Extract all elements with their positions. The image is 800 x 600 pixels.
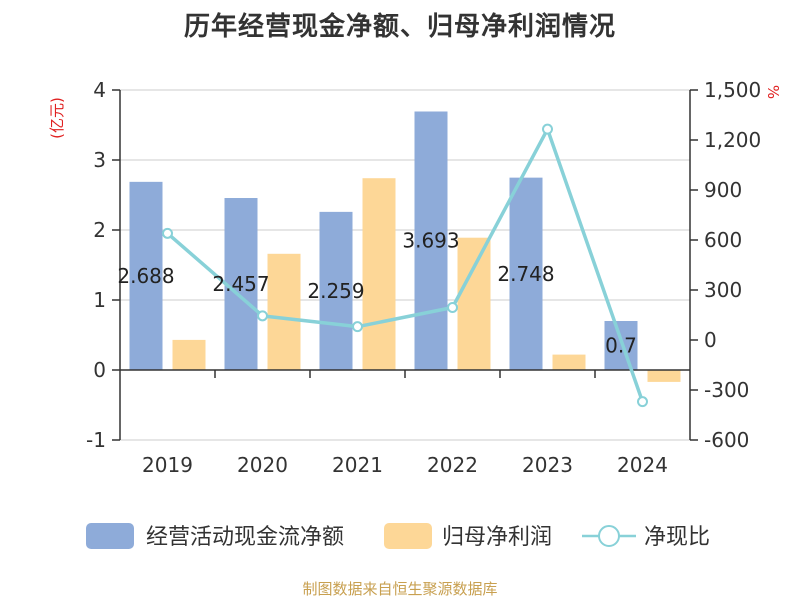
chart-title: 历年经营现金净额、归母净利润情况 <box>183 12 616 42</box>
cashflow-value-label: 2.748 <box>497 262 554 286</box>
left-axis-unit: (亿元) <box>48 97 66 139</box>
x-tick-label: 2023 <box>522 453 573 477</box>
source-note: 制图数据来自恒生聚源数据库 <box>302 580 498 598</box>
legend-swatch-ratio-marker <box>598 525 620 547</box>
ratio-point <box>352 321 363 333</box>
ratio-point <box>162 227 173 239</box>
legend-label-net-profit: 归母净利润 <box>442 525 552 550</box>
right-tick-label: 900 <box>704 178 742 202</box>
bar-net-profit <box>457 237 491 370</box>
bar-cashflow <box>224 198 258 370</box>
right-tick-label: 1,500 <box>704 78 761 102</box>
x-tick-label: 2024 <box>617 453 668 477</box>
cashflow-value-label: 2.259 <box>307 279 364 303</box>
ratio-point <box>637 396 648 408</box>
bar-cashflow <box>604 321 638 370</box>
bar-cashflow <box>414 111 448 371</box>
data-labels: 2.688 2.457 2.259 3.693 2.748 0.7 <box>117 229 637 358</box>
bar-net-profit <box>172 339 206 370</box>
cashflow-value-label: 3.693 <box>402 229 459 253</box>
x-tick-label: 2021 <box>332 453 383 477</box>
left-tick-label: 0 <box>93 358 106 382</box>
ratio-line-path <box>166 127 645 403</box>
cashflow-value-label: 0.7 <box>605 334 637 358</box>
ratio-point <box>542 123 553 135</box>
axes: -1 0 1 2 3 4 -600 -300 0 300 600 900 1,200 1,500 2019 2… <box>48 78 782 477</box>
bar-net-profit <box>267 253 301 370</box>
bar-net-profit <box>362 178 396 370</box>
cashflow-value-label: 2.688 <box>117 264 174 288</box>
bar-cashflow <box>129 181 163 370</box>
x-tick-label: 2020 <box>237 453 288 477</box>
right-tick-label: 1,200 <box>704 128 761 152</box>
ratio-point <box>447 302 458 313</box>
bars <box>129 111 681 382</box>
legend-label-cashflow: 经营活动现金流净额 <box>146 525 344 550</box>
ratio-point <box>257 310 268 322</box>
left-tick-label: 1 <box>93 288 106 312</box>
bar-cashflow <box>319 211 353 370</box>
left-tick-label: 3 <box>93 148 106 172</box>
x-tick-label: 2019 <box>142 453 193 477</box>
right-tick-label: 600 <box>704 228 742 252</box>
left-tick-label: 2 <box>93 218 106 242</box>
bar-net-profit <box>552 354 586 370</box>
cashflow-value-label: 2.457 <box>212 272 269 296</box>
left-tick-label: 4 <box>93 78 106 102</box>
legend-swatch-net-profit <box>384 523 432 549</box>
legend-label-ratio: 净现比 <box>644 525 710 550</box>
left-tick-label: -1 <box>86 428 106 452</box>
bar-cashflow <box>509 177 543 370</box>
legend: 经营活动现金流净额 归母净利润 净现比 <box>86 523 710 550</box>
right-tick-label: 0 <box>704 328 717 352</box>
legend-swatch-cashflow <box>86 523 134 549</box>
bar-net-profit <box>647 370 681 382</box>
ratio-line <box>162 123 648 408</box>
right-tick-label: -600 <box>704 428 749 452</box>
right-tick-label: 300 <box>704 278 742 302</box>
right-tick-label: -300 <box>704 378 749 402</box>
x-tick-label: 2022 <box>427 453 478 477</box>
right-axis-unit: % <box>764 85 782 99</box>
